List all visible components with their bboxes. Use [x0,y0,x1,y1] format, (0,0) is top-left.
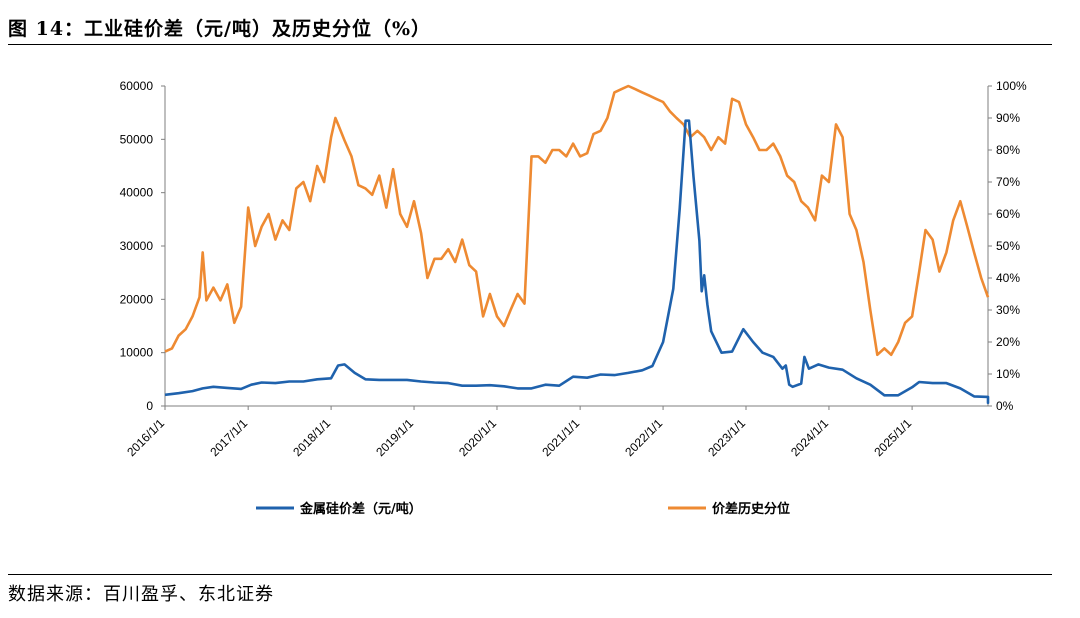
left-axis-tick-label: 60000 [120,79,154,93]
right-axis-tick-label: 80% [996,143,1020,157]
source-rule [8,574,1052,575]
right-axis-tick-label: 60% [996,207,1020,221]
x-axis-tick-label: 2021/1/1 [539,416,582,459]
legend-label: 价差历史分位 [712,501,790,517]
right-axis-tick-label: 30% [996,303,1020,317]
series-line-price-spread [164,119,990,405]
right-axis-tick-label: 40% [996,271,1020,285]
right-axis-tick-label: 50% [996,239,1020,253]
left-axis-tick-label: 20000 [120,292,154,306]
x-axis-tick-label: 2017/1/1 [207,416,250,459]
x-axis-tick-label: 2023/1/1 [705,416,748,459]
legend-label: 金属硅价差（元/吨） [299,501,422,517]
x-axis-tick-label: 2019/1/1 [373,416,416,459]
right-axis-tick-label: 20% [996,335,1020,349]
chart-title: 图 14：工业硅价差（元/吨）及历史分位（%） [8,18,432,40]
x-axis-tick-label: 2025/1/1 [871,416,914,459]
left-axis-tick-label: 30000 [120,239,154,253]
x-axis-tick-label: 2016/1/1 [124,416,167,459]
x-axis-tick-label: 2020/1/1 [456,416,499,459]
right-axis-tick-label: 0% [996,399,1014,413]
source-note: 数据来源：百川盈孚、东北证券 [8,584,274,605]
x-axis-tick-label: 2022/1/1 [622,416,665,459]
left-axis-tick-label: 50000 [120,132,154,146]
right-axis-tick-label: 10% [996,367,1020,381]
series-line-percentile [164,84,990,357]
right-axis-tick-label: 70% [996,175,1020,189]
left-axis-tick-label: 10000 [120,346,154,360]
left-axis-tick-label: 40000 [120,186,154,200]
right-axis-tick-label: 100% [996,79,1027,93]
x-axis-tick-label: 2018/1/1 [290,416,333,459]
right-axis-tick-label: 90% [996,111,1020,125]
title-rule [8,44,1052,45]
x-axis-tick-label: 2024/1/1 [788,416,831,459]
left-axis-tick-label: 0 [146,399,153,413]
